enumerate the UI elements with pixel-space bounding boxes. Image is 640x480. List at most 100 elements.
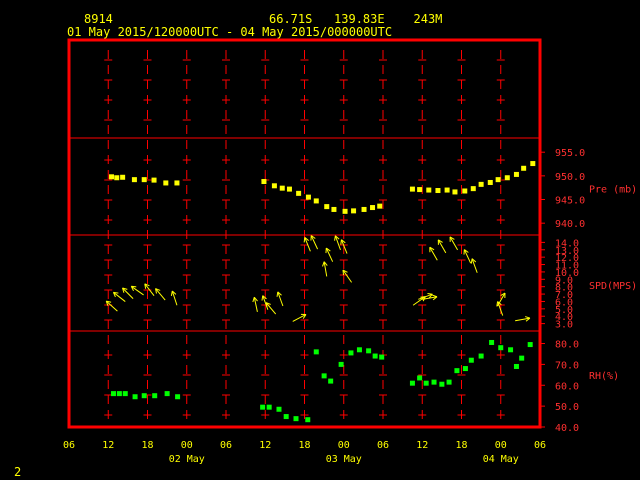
rh-point (116, 391, 122, 397)
pressure-point (495, 177, 501, 183)
wind-vector (292, 313, 307, 322)
wind-vector-head (276, 291, 279, 297)
pressure-point (305, 194, 311, 200)
wind-vector-shaft (515, 317, 531, 322)
wind-vector-head (429, 246, 435, 251)
wind-vector (122, 287, 134, 299)
rh-point (498, 345, 504, 351)
y-tick-label: 7.0 (555, 290, 573, 301)
wind-vector-shaft (342, 269, 353, 283)
wind-vector-shaft (304, 237, 311, 252)
wind-vector-head (113, 291, 119, 294)
wind-vector-head (112, 292, 116, 298)
wind-vector-shaft (105, 300, 118, 312)
wind-vector (437, 239, 447, 254)
panel-label-pressure: Pre (mb) (589, 185, 637, 196)
wind-vector-shaft (497, 301, 504, 316)
wind-vector-shaft (253, 297, 258, 312)
wind-vector-shaft (155, 288, 166, 301)
wind-vector-head (432, 294, 438, 298)
x-tick-label: 06 (534, 440, 546, 451)
rh-point (489, 339, 495, 345)
x-tick-label: 06 (377, 440, 389, 451)
wind-vector-head (252, 297, 255, 303)
wind-vector (252, 296, 258, 312)
wind-vector-head (302, 314, 307, 319)
y-tick-label: 70.0 (555, 360, 579, 371)
pressure-point (478, 181, 484, 187)
rh-point (372, 353, 378, 359)
rh-point (313, 349, 319, 355)
station-location: 66.71S 139.83E 243M (269, 12, 443, 26)
wind-vector-head (253, 296, 258, 302)
wind-vector-head (432, 296, 438, 301)
wind-vector-head (265, 302, 268, 308)
pressure-point (377, 203, 383, 209)
rh-point (519, 355, 525, 361)
y-tick-label: 80.0 (555, 340, 579, 351)
x-tick-label: 12 (259, 440, 271, 451)
wind-vector (265, 302, 277, 315)
y-tick-label: 6.0 (555, 297, 573, 308)
pressure-point (435, 188, 441, 194)
y-tick-label: 10.0 (555, 268, 579, 279)
rh-point (305, 417, 311, 423)
rh-point (266, 404, 272, 410)
wind-vector (340, 239, 348, 254)
rh-point (478, 353, 484, 359)
wind-vector-head (325, 247, 331, 252)
wind-vector (418, 292, 433, 300)
rh-point (417, 375, 423, 381)
pressure-point (417, 187, 423, 193)
rh-point (283, 414, 289, 420)
rh-point (110, 391, 116, 397)
rh-point (454, 368, 460, 374)
pressure-point (426, 187, 432, 193)
pressure-point (462, 188, 468, 194)
rh-point (175, 394, 181, 400)
wind-vector (334, 235, 341, 251)
wind-vector-head (525, 316, 531, 319)
rh-point (338, 361, 344, 367)
wind-vector-head (262, 295, 267, 300)
x-tick-label: 18 (298, 440, 310, 451)
wind-vector-shaft (471, 258, 478, 273)
wind-vector-head (500, 292, 506, 297)
rh-point (260, 404, 266, 410)
x-tick-label: 06 (220, 440, 232, 451)
wind-vector-shaft (113, 291, 126, 302)
wind-vector-head (131, 285, 137, 288)
wind-vector-head (277, 291, 282, 296)
pressure-point (141, 177, 147, 183)
x-tick-label: 18 (141, 440, 153, 451)
wind-vector-head (335, 235, 340, 240)
rh-point (379, 354, 385, 360)
rh-point (293, 416, 299, 422)
wind-vector-head (106, 300, 112, 303)
rh-point (431, 379, 437, 385)
wind-vector-head (304, 237, 309, 241)
y-tick-label: 8.0 (555, 283, 573, 294)
pressure-point (513, 171, 519, 177)
wind-vector (144, 283, 155, 296)
pressure-point (261, 179, 267, 185)
wind-vector-head (265, 302, 271, 305)
pressure-point (487, 179, 493, 185)
wind-vector-shaft (292, 314, 307, 322)
wind-vector-head (261, 295, 264, 301)
x-tick-label: 12 (416, 440, 428, 451)
y-tick-label: 3.0 (555, 320, 573, 331)
wind-vector-head (464, 249, 469, 253)
wind-vector-head (427, 292, 433, 295)
rh-point (409, 380, 415, 386)
wind-vector-head (496, 301, 499, 307)
pressure-point (120, 174, 126, 180)
rh-point (141, 393, 147, 399)
pressure-point (324, 204, 330, 210)
wind-vector-head (342, 269, 348, 273)
wind-vector-head (323, 261, 328, 266)
wind-vector (310, 235, 319, 250)
wind-vector-head (122, 287, 125, 293)
wind-vector-head (155, 288, 161, 291)
